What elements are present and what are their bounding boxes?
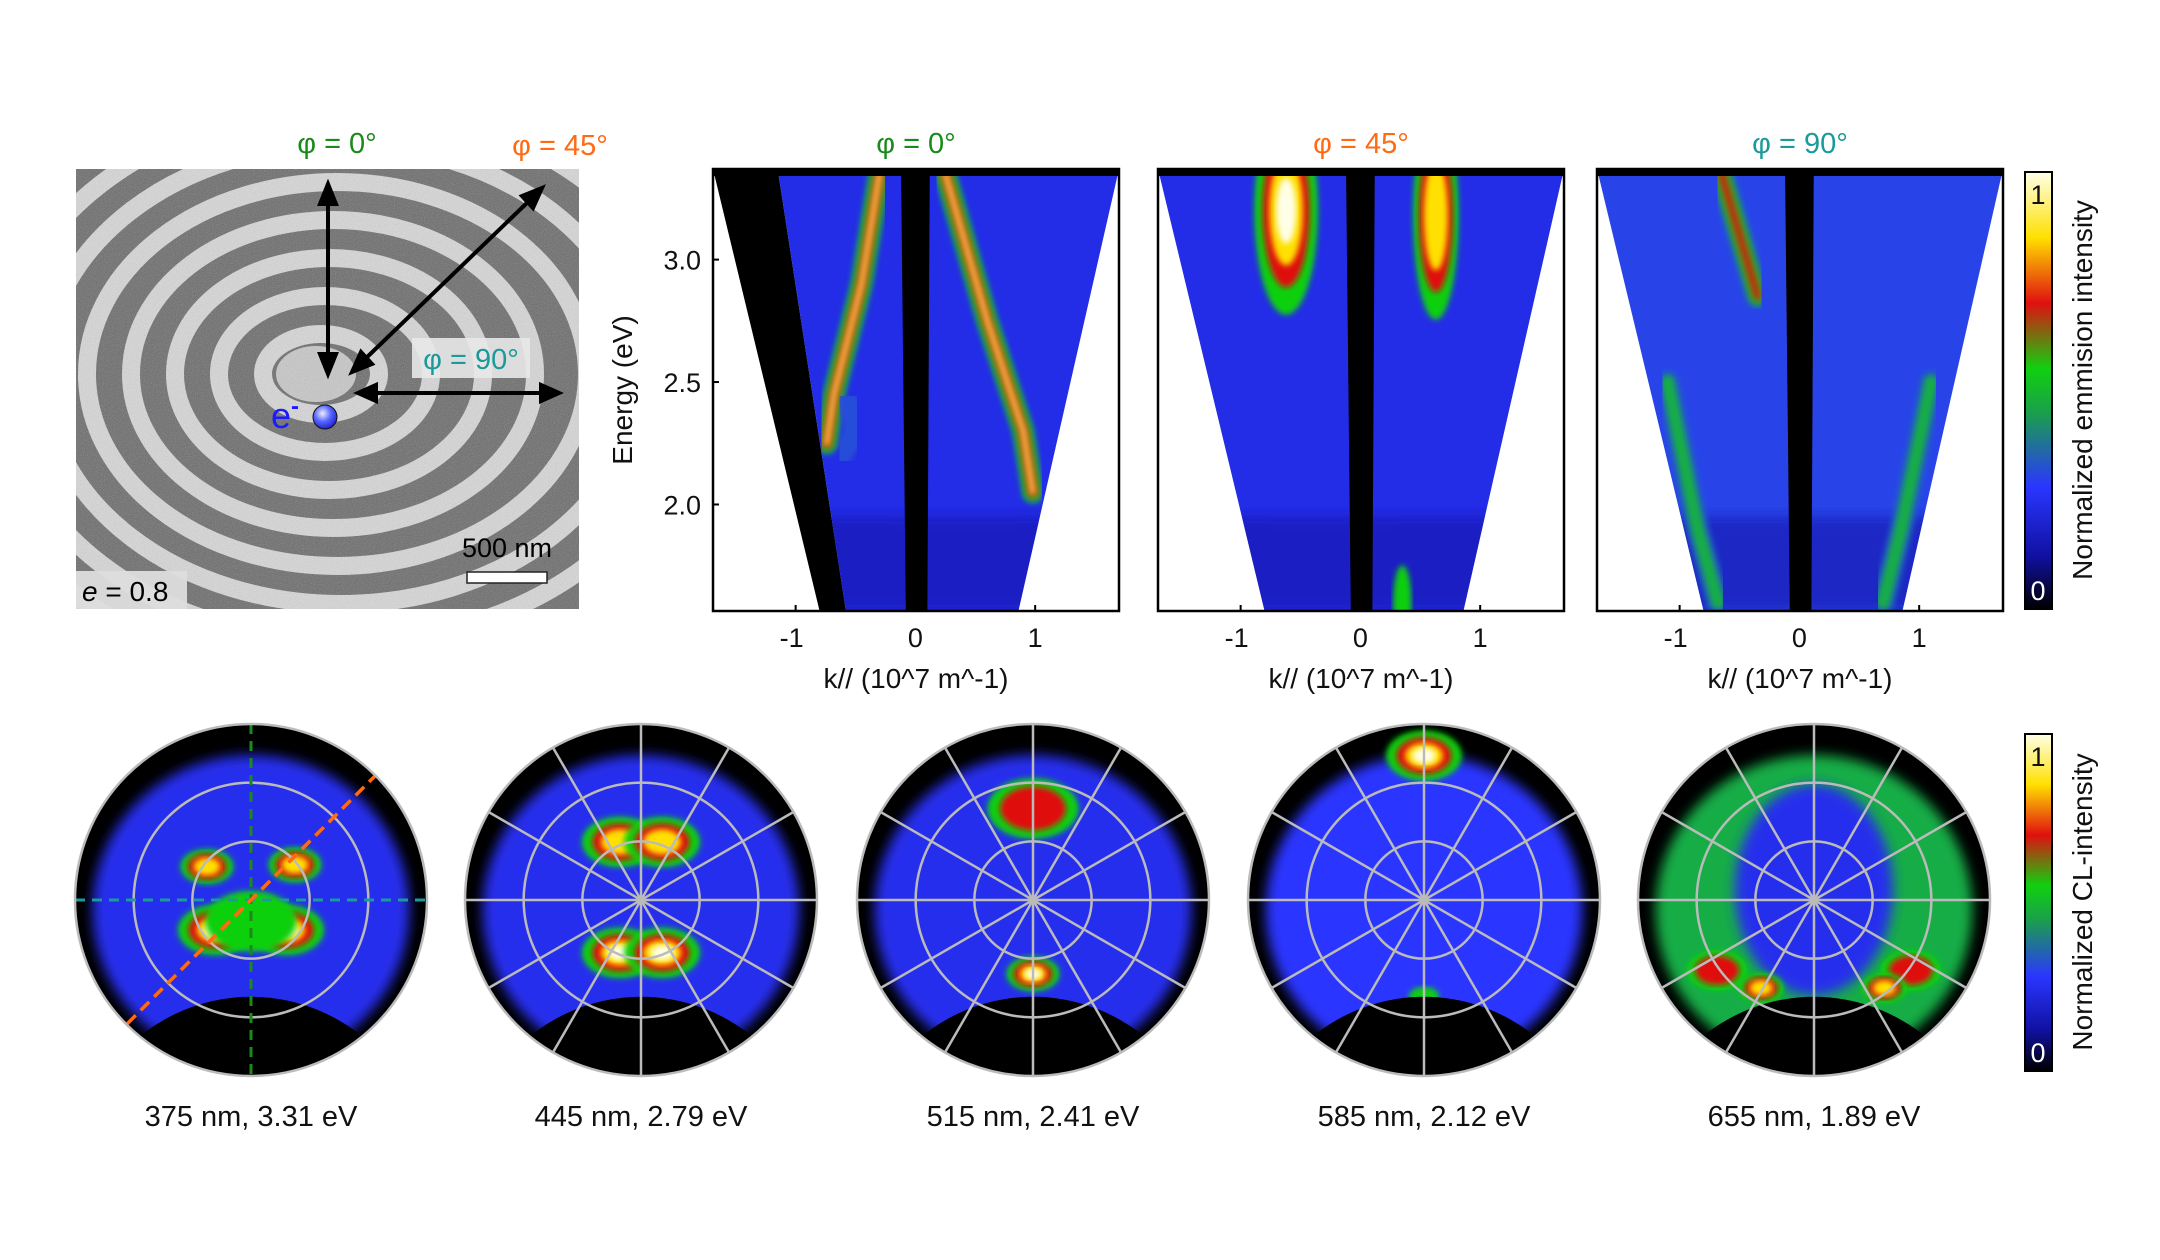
beam-blocked-strip [901, 169, 930, 611]
heatmap [1158, 169, 1564, 611]
polar-map-caption: 375 nm, 3.31 eV [145, 1101, 358, 1133]
dispersion-plot-2: φ = 90° -1 0 1 k// (10^7 m^-1) [1595, 128, 2005, 694]
y-tick-label: 2.0 [663, 490, 701, 520]
polar-grid [75, 724, 427, 1076]
emission-spot [1276, 177, 1297, 244]
dispersion-band [1876, 375, 1938, 609]
arrow-phi45 [360, 198, 532, 364]
polar-map-caption: 655 nm, 1.89 eV [1708, 1101, 1921, 1133]
polar-map-0: 375 nm, 3.31 eV [73, 722, 429, 1133]
arrowhead-icon [539, 381, 564, 405]
y-tick-label: 3.0 [663, 246, 701, 276]
beam-blocked-strip [1785, 169, 1814, 611]
emission-lobe [281, 855, 309, 874]
dispersion-plot-0: φ = 0° -1 0 1 k// (10^7 m^-1) 3.0 2.5 2.0 Energy… [607, 128, 1121, 694]
electron-label: e- [271, 393, 299, 436]
dispersion-band [943, 172, 1035, 494]
emission-spot [1393, 565, 1412, 611]
x-tick-label: 1 [1028, 623, 1043, 653]
x-tick-label: 0 [908, 623, 923, 653]
dispersion-band [1718, 170, 1761, 300]
polar-outline [1246, 722, 1602, 1078]
colorbar-max: 1 [2030, 180, 2045, 210]
polar-map-4: 655 nm, 1.89 eV [1636, 722, 1992, 1133]
scale-bar [466, 571, 548, 584]
colorbar-min: 0 [2030, 576, 2045, 606]
phi45-label: φ = 45° [512, 130, 608, 162]
emission-lobe [1749, 980, 1773, 996]
scale-bar-label: 500 nm [462, 533, 552, 563]
polar-map-1: 445 nm, 2.79 eV [463, 722, 819, 1133]
colorbar-gradient [2024, 733, 2053, 1072]
colorbar-label: Normalized emmision intensity [2067, 200, 2098, 580]
dispersion-plots: φ = 0° -1 0 1 k// (10^7 m^-1) 3.0 2.5 2.0 Energy… [607, 128, 2005, 694]
x-tick-label: 1 [1473, 623, 1488, 653]
detector-shadow [713, 169, 846, 611]
colorbar-emission: 1 0 Normalized emmision intensity [2024, 171, 2098, 610]
polar-outline [855, 722, 1211, 1078]
plot-title: φ = 45° [1313, 128, 1409, 160]
polar-map-2: 515 nm, 2.41 eV [855, 722, 1211, 1133]
plot-title: φ = 90° [1752, 128, 1848, 160]
sem-annotations: φ = 90° φ = 0° φ = 45° e- 500 nm e = 0.8 [76, 128, 608, 609]
arrowhead-icon [317, 352, 339, 380]
emission-lobe [1695, 955, 1740, 986]
polar-grid [857, 724, 1209, 1076]
x-tick-label: 0 [1353, 623, 1368, 653]
angular-emission-maps: 375 nm, 3.31 eV 445 nm, 2.79 eV 515 nm, 2.… [73, 722, 1992, 1133]
polar-grid [1638, 724, 1990, 1076]
cut-phi45 [126, 775, 376, 1025]
y-tick-label: 2.5 [663, 368, 701, 398]
emission-lobe [205, 890, 297, 952]
polar-heatmap [75, 724, 427, 1076]
dispersion-band [830, 390, 867, 467]
emission-spot [1423, 169, 1448, 271]
polar-outline [1636, 722, 1992, 1078]
colorbar-label: Normalized CL-intensity [2067, 753, 2098, 1050]
heatmap [1597, 169, 2003, 611]
x-tick-label: 1 [1912, 623, 1927, 653]
dispersion-band [1661, 375, 1725, 609]
polar-outline [73, 722, 429, 1078]
emission-lobe [1872, 980, 1896, 996]
polar-outline [463, 722, 819, 1078]
beam-blocked-strip [1346, 169, 1375, 611]
polar-map-caption: 585 nm, 2.12 eV [1318, 1101, 1531, 1133]
colorbar-cl: 1 0 Normalized CL-intensity [2024, 733, 2098, 1072]
x-tick-label: -1 [1225, 623, 1249, 653]
colorbar-min: 0 [2030, 1038, 2045, 1068]
direction-arrows [317, 178, 564, 405]
polar-map-3: 585 nm, 2.12 eV [1246, 722, 1602, 1133]
arrowhead-icon [518, 184, 546, 212]
x-axis-label: k// (10^7 m^-1) [1708, 663, 1893, 694]
x-tick-label: 0 [1792, 623, 1807, 653]
dispersion-plot-1: φ = 45° -1 0 1 k// (10^7 m^-1) [1156, 128, 1566, 694]
arrowhead-icon [353, 381, 378, 405]
polar-grid [465, 724, 817, 1076]
arrowhead-icon [317, 178, 339, 206]
y-axis-label: Energy (eV) [607, 315, 638, 464]
x-axis-label: k// (10^7 m^-1) [1269, 663, 1454, 694]
dispersion-band [825, 172, 881, 445]
phi0-label: φ = 0° [297, 128, 377, 160]
arrowhead-icon [348, 348, 376, 376]
eccentricity-label: e = 0.8 [82, 576, 168, 607]
phi90-label-box [412, 338, 530, 378]
polar-grid [1248, 724, 1600, 1076]
plot-title: φ = 0° [876, 128, 956, 160]
x-axis-label: k// (10^7 m^-1) [824, 663, 1009, 694]
x-tick-label: -1 [1664, 623, 1688, 653]
phi90-label: φ = 90° [423, 344, 519, 376]
x-tick-label: -1 [780, 623, 804, 653]
colorbar-max: 1 [2030, 742, 2045, 772]
polar-map-caption: 515 nm, 2.41 eV [927, 1101, 1140, 1133]
electron-beam-icon [312, 404, 338, 430]
eccentricity-box [76, 571, 187, 609]
polar-map-caption: 445 nm, 2.79 eV [535, 1101, 748, 1133]
colorbar-gradient [2024, 171, 2053, 610]
